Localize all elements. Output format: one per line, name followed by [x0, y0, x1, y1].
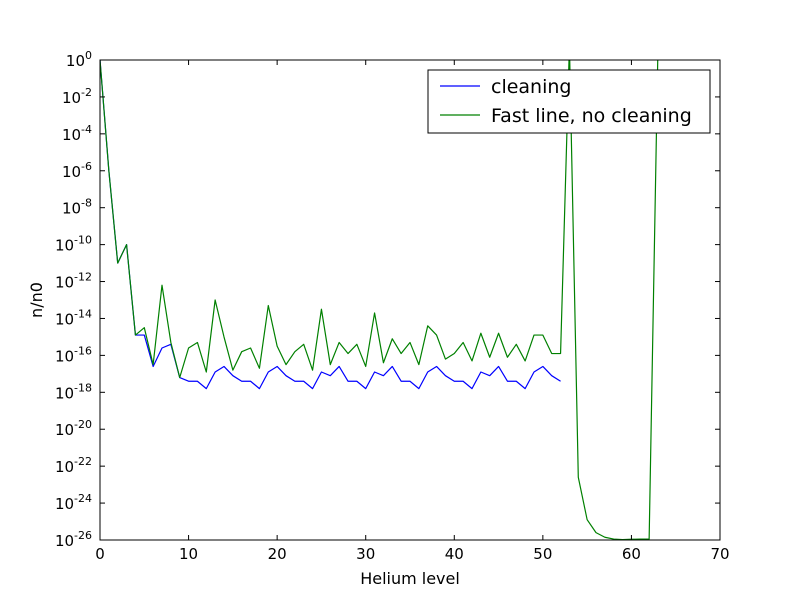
y-tick-label: 10-26	[55, 529, 92, 550]
plot-frame	[99, 59, 721, 541]
x-tick-label: 50	[533, 545, 552, 563]
axes: 0 10 20 30 40 50 60 70 100 10-2 10-4 10-6 10-8 10-10 1…	[55, 49, 730, 563]
y-tick-label: 10-4	[62, 123, 92, 144]
x-tick-label: 70	[710, 545, 729, 563]
plot-area	[100, 60, 659, 540]
x-tick-label: 10	[179, 545, 198, 563]
y-tick-label: 10-14	[55, 307, 92, 328]
x-tick-label: 20	[268, 545, 287, 563]
y-axis-title: n/n0	[27, 282, 46, 318]
y-tick-label: 10-12	[55, 271, 92, 292]
y-tick-label: 10-24	[55, 492, 92, 513]
x-tick-label: 30	[356, 545, 375, 563]
x-tick-label: 40	[445, 545, 464, 563]
legend: cleaning Fast line, no cleaning	[427, 69, 711, 134]
y-tick-label: 10-22	[55, 455, 92, 476]
legend-label-0: cleaning	[491, 76, 571, 98]
y-tick-label: 10-2	[62, 86, 92, 107]
x-tick-label: 0	[95, 545, 105, 563]
y-tick-label: 100	[66, 49, 92, 70]
y-tick-label: 10-10	[55, 234, 92, 255]
x-axis-title: Helium level	[360, 569, 460, 588]
legend-box	[427, 69, 711, 134]
y-tick-label: 10-6	[62, 160, 92, 181]
y-tick-label: 10-16	[55, 344, 92, 365]
y-tick-label: 10-18	[55, 381, 92, 402]
x-tick-label: 60	[622, 545, 641, 563]
y-tick-label: 10-8	[62, 197, 92, 218]
legend-label-1: Fast line, no cleaning	[491, 105, 692, 127]
series-line-1	[100, 60, 659, 540]
y-tick-label: 10-20	[55, 418, 92, 439]
